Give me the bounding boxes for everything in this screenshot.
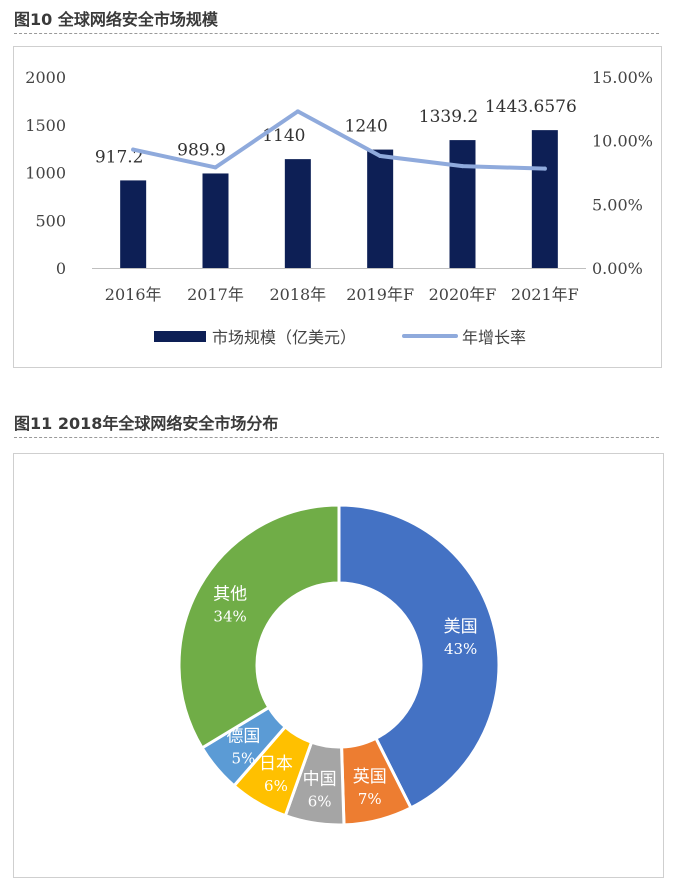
- left-axis-tick-label: 0: [56, 259, 66, 278]
- donut-slice-5: [177, 503, 341, 750]
- figure11-title: 图11 2018年全球网络安全市场分布: [14, 414, 279, 433]
- growth-rate-point: [295, 109, 300, 114]
- slice-label: 其他: [213, 585, 247, 605]
- bar-data-label: 1339.2: [419, 107, 478, 127]
- growth-rate-point: [213, 165, 218, 170]
- right-axis-tick-label: 15.00%: [592, 68, 653, 87]
- growth-rate-line: [131, 109, 547, 171]
- slice-label: 德国: [226, 727, 260, 747]
- slice-percent: 7%: [358, 790, 382, 808]
- x-axis-tick-label: 2020年F: [429, 285, 497, 304]
- legend-swatch-market-size: [154, 331, 206, 342]
- bar-2021年F: [531, 130, 558, 268]
- bar-data-label: 1240: [345, 117, 388, 137]
- slice-label: 英国: [353, 767, 387, 787]
- bar-2017年: [202, 173, 229, 268]
- slice-percent: 34%: [213, 608, 246, 626]
- bar-data-label: 917.2: [95, 147, 144, 167]
- slice-label: 日本: [259, 754, 293, 774]
- growth-rate-point: [542, 166, 547, 171]
- slice-label: 美国: [444, 617, 478, 637]
- right-axis-tick-label: 0.00%: [592, 259, 643, 278]
- figure11-chart-panel: 美国 43% 英国 7% 中国 6% 日本 6% 德国 5% 其他 34%: [13, 453, 664, 878]
- x-axis-tick-label: 2019年F: [346, 285, 414, 304]
- growth-rate-point: [378, 153, 383, 158]
- x-axis-tick-label: 2018年: [269, 285, 326, 304]
- bar-data-label: 1443.6576: [485, 97, 577, 117]
- bar-2016年: [120, 180, 147, 268]
- bar-data-label: 989.9: [177, 140, 226, 160]
- bar-data-label: 1140: [262, 126, 305, 146]
- slice-percent: 6%: [264, 777, 288, 795]
- legend-label-growth-rate: 年增长率: [462, 328, 526, 347]
- slice-label: 中国: [303, 769, 337, 789]
- bar-2020年F: [449, 140, 476, 268]
- slice-percent: 5%: [231, 750, 255, 768]
- x-axis-tick-label: 2016年: [105, 285, 162, 304]
- donut-slice-0: [337, 503, 501, 810]
- left-axis-tick-label: 1000: [25, 164, 66, 183]
- legend-label-market-size: 市场规模（亿美元）: [212, 328, 356, 347]
- slice-percent: 43%: [444, 640, 477, 658]
- market-size-chart: 0 500 1000 1500 2000 0.00% 5.00% 10.00% 15.00% 91…: [25, 68, 653, 347]
- right-axis-tick-label: 5.00%: [592, 195, 643, 214]
- right-axis-tick-label: 10.00%: [592, 132, 653, 151]
- x-axis-tick-label: 2017年: [187, 285, 244, 304]
- figure10-title: 图10 全球网络安全市场规模: [14, 10, 218, 29]
- left-axis-tick-label: 500: [35, 211, 66, 230]
- bar-2018年: [284, 159, 311, 268]
- growth-rate-point: [131, 147, 136, 152]
- slice-percent: 6%: [308, 792, 332, 810]
- left-axis-tick-label: 1500: [25, 116, 66, 135]
- figure10-chart-panel: 0 500 1000 1500 2000 0.00% 5.00% 10.00% 15.00% 91…: [13, 46, 662, 368]
- x-axis-tick-label: 2021年F: [511, 285, 579, 304]
- figure11-divider: [14, 437, 659, 438]
- left-axis-tick-label: 2000: [25, 68, 66, 87]
- bar-2019年F: [367, 149, 394, 268]
- growth-rate-point: [460, 164, 465, 169]
- market-distribution-chart: 美国 43% 英国 7% 中国 6% 日本 6% 德国 5% 其他 34%: [177, 503, 501, 827]
- figure10-divider: [14, 33, 659, 34]
